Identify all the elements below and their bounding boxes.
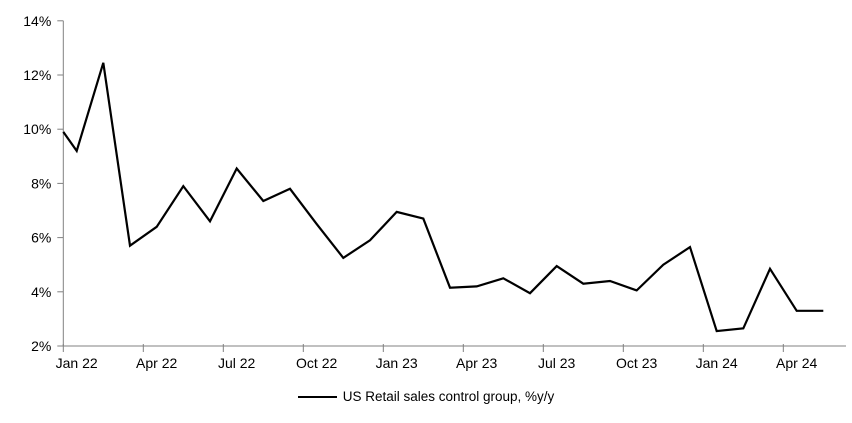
x-axis-tick-label: Jul 23	[538, 355, 576, 371]
y-axis: 14% 12% 10% 8% 6% 4% 2%	[23, 13, 64, 354]
x-axis-tick-label: Apr 24	[776, 355, 817, 371]
x-axis-tick-label: Apr 23	[456, 355, 497, 371]
chart-legend: US Retail sales control group, %y/y	[0, 389, 852, 404]
x-axis-tick-label: Jan 23	[376, 355, 418, 371]
y-axis-tick-label: 8%	[31, 175, 51, 191]
x-axis-tick-label: Jan 22	[56, 355, 98, 371]
y-axis-tick-label: 4%	[31, 284, 51, 300]
x-axis: Jan 22 Apr 22 Jul 22 Oct 22 Jan 23 Apr 23 Jul …	[56, 344, 846, 371]
x-axis-tick-label: Jan 24	[696, 355, 738, 371]
x-axis-tick-label: Oct 23	[616, 355, 657, 371]
series-line-us-retail-sales-control-group	[62, 62, 824, 333]
legend-line-swatch	[297, 395, 337, 398]
y-axis-tick-label: 6%	[31, 230, 51, 246]
legend-label: US Retail sales control group, %y/y	[342, 389, 555, 404]
y-axis-tick-label: 2%	[31, 338, 51, 354]
y-axis-tick-label: 12%	[23, 67, 51, 83]
y-axis-tick-label: 10%	[23, 121, 51, 137]
y-axis-tick-label: 14%	[23, 13, 51, 29]
x-axis-tick-label: Apr 22	[136, 355, 177, 371]
x-axis-tick-label: Oct 22	[296, 355, 337, 371]
x-axis-tick-label: Jul 22	[218, 355, 256, 371]
